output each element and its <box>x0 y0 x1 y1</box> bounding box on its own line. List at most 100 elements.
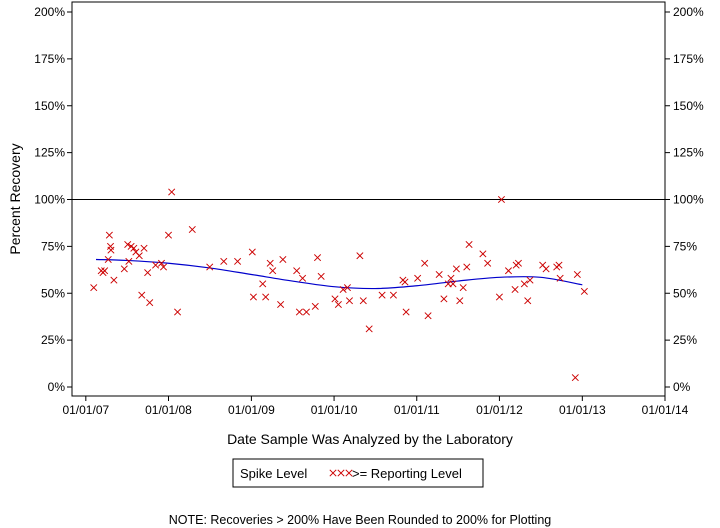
data-point <box>524 297 532 305</box>
data-point <box>345 297 354 305</box>
data-point <box>266 259 274 267</box>
data-point <box>130 244 138 252</box>
y-tick-label-right: 50% <box>673 286 697 300</box>
data-point <box>120 265 128 273</box>
y-tick-label-right: 0% <box>673 380 691 394</box>
data-point <box>580 287 588 295</box>
data-point <box>152 261 160 269</box>
data-point <box>234 257 242 265</box>
data-point <box>107 246 115 254</box>
data-point <box>542 265 550 273</box>
y-tick-label-left: 100% <box>34 193 65 207</box>
y-tick-label-right: 150% <box>673 99 704 113</box>
data-points <box>90 188 588 382</box>
data-point <box>279 255 287 264</box>
data-point <box>90 284 98 292</box>
y-tick-label-left: 25% <box>41 333 65 347</box>
data-point <box>440 295 448 303</box>
y-tick-label-left: 0% <box>48 380 66 394</box>
data-point <box>401 278 409 286</box>
x-axis-ticks: 01/01/07 01/01/08 01/01/09 01/01/10 01/01/11… <box>62 396 689 417</box>
data-point <box>299 274 307 282</box>
data-point <box>343 284 351 292</box>
data-point <box>140 244 148 252</box>
data-point <box>146 299 154 307</box>
data-point <box>259 280 267 288</box>
y-axis-title: Percent Recovery <box>7 143 23 254</box>
data-point <box>421 259 429 267</box>
data-point <box>389 291 397 299</box>
data-point <box>465 240 473 249</box>
legend-x <box>337 469 345 477</box>
x-axis-title: Date Sample Was Analyzed by the Laborato… <box>227 431 513 447</box>
data-point <box>479 250 487 258</box>
data-point <box>313 254 322 262</box>
y-tick-label-right: 100% <box>673 193 704 207</box>
data-point <box>497 195 506 204</box>
legend-group-label: Spike Level <box>240 466 307 481</box>
data-point <box>125 257 133 265</box>
data-point <box>571 374 579 382</box>
data-point <box>110 276 118 284</box>
x-tick-label: 01/01/13 <box>559 403 606 417</box>
x-tick-label: 01/01/08 <box>145 403 192 417</box>
legend-entry-label: >= Reporting Level <box>352 466 462 481</box>
x-tick-label: 01/01/10 <box>311 403 358 417</box>
data-point <box>504 267 513 275</box>
data-point <box>573 270 581 279</box>
legend: Spike Level >= Reporting Level <box>232 458 484 488</box>
data-point <box>269 267 277 275</box>
data-point <box>555 261 563 269</box>
x-tick-label: 01/01/07 <box>62 403 109 417</box>
data-point <box>138 291 146 299</box>
y-tick-label-left: 50% <box>41 286 65 300</box>
y-tick-label-right: 25% <box>673 333 697 347</box>
data-point <box>295 308 303 316</box>
data-point <box>159 263 168 271</box>
data-point <box>331 295 339 303</box>
data-point <box>452 265 460 273</box>
data-point <box>311 302 319 310</box>
data-point <box>277 300 285 309</box>
data-point <box>526 276 534 284</box>
data-point <box>356 252 364 260</box>
data-point <box>449 280 457 288</box>
data-point <box>463 263 471 271</box>
data-point <box>248 248 256 256</box>
data-point <box>168 188 176 196</box>
data-point <box>447 274 455 282</box>
x-tick-label: 01/01/11 <box>394 403 440 417</box>
data-point <box>104 255 112 264</box>
y-tick-label-left: 75% <box>41 239 65 253</box>
data-point <box>435 270 443 279</box>
data-point <box>495 293 503 301</box>
data-point <box>188 225 196 234</box>
data-point <box>164 231 173 239</box>
legend-box <box>232 458 484 488</box>
y-tick-label-right: 175% <box>673 52 704 66</box>
data-point <box>378 291 386 299</box>
footnote: NOTE: Recoveries > 200% Have Been Rounde… <box>169 513 552 527</box>
data-point <box>206 263 214 271</box>
trend-line <box>95 258 583 290</box>
data-point <box>144 269 152 277</box>
y-tick-label-left: 200% <box>34 5 65 19</box>
data-point <box>520 280 528 288</box>
y-tick-label-right: 200% <box>673 5 704 19</box>
data-point <box>459 284 467 292</box>
data-point <box>302 308 310 316</box>
data-point <box>511 285 519 294</box>
y-axis-ticks: 0% 0% 25% 25% 50% 50% 75% 75% 100% 100% 125% 125% 15… <box>34 5 704 394</box>
y-tick-label-right: 75% <box>673 239 697 253</box>
x-tick-label: 01/01/09 <box>228 403 275 417</box>
data-point <box>157 259 166 267</box>
data-point <box>365 325 373 333</box>
data-point <box>293 267 301 275</box>
data-point <box>334 300 342 309</box>
legend-x <box>329 469 337 477</box>
y-tick-label-left: 175% <box>34 52 65 66</box>
data-point <box>424 312 432 320</box>
data-point <box>173 308 182 316</box>
legend-x-marker <box>329 469 353 477</box>
